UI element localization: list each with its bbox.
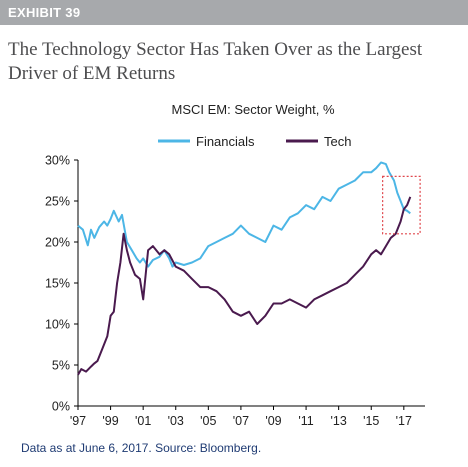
x-tick-label: '03 — [168, 414, 184, 428]
legend-label-tech: Tech — [324, 134, 351, 149]
x-tick-label: '07 — [233, 414, 249, 428]
headline: The Technology Sector Has Taken Over as … — [8, 39, 423, 84]
legend: Financials Tech — [158, 134, 351, 149]
exhibit-label: EXHIBIT 39 — [8, 5, 81, 20]
exhibit-header-bar: EXHIBIT 39 — [0, 0, 468, 25]
x-tick-label: '99 — [102, 414, 118, 428]
y-tick-label: 0% — [52, 400, 70, 414]
x-tick-label: '01 — [135, 414, 151, 428]
x-tick-label: '11 — [298, 414, 313, 428]
y-tick-label: 5% — [52, 359, 70, 373]
x-tick-label: '09 — [265, 414, 281, 428]
y-tick-label: 15% — [45, 277, 70, 291]
chart: MSCI EM: Sector Weight, % Financials Tec… — [45, 102, 425, 428]
x-tick-label: '15 — [363, 414, 379, 428]
x-axis-ticks: '97 '99 '01 '03 '05 '07 '09 '11 '13 '15 '17 — [70, 406, 412, 428]
legend-label-financials: Financials — [196, 134, 255, 149]
y-tick-label: 30% — [45, 154, 70, 168]
source-note: Data as at June 6, 2017. Source: Bloombe… — [21, 441, 262, 455]
y-tick-label: 25% — [45, 195, 70, 209]
y-tick-label: 10% — [45, 318, 70, 332]
y-axis-ticks: 0% 5% 10% 15% 20% 25% 30% — [45, 154, 78, 414]
x-tick-label: '17 — [396, 414, 412, 428]
x-tick-label: '13 — [331, 414, 347, 428]
x-tick-label: '97 — [70, 414, 86, 428]
chart-title: MSCI EM: Sector Weight, % — [171, 102, 334, 117]
x-tick-label: '05 — [200, 414, 216, 428]
series-line-financials — [77, 161, 411, 268]
series-line-tech — [77, 196, 412, 376]
y-tick-label: 20% — [45, 236, 70, 250]
highlight-box — [382, 175, 421, 235]
plot-series — [77, 161, 412, 376]
